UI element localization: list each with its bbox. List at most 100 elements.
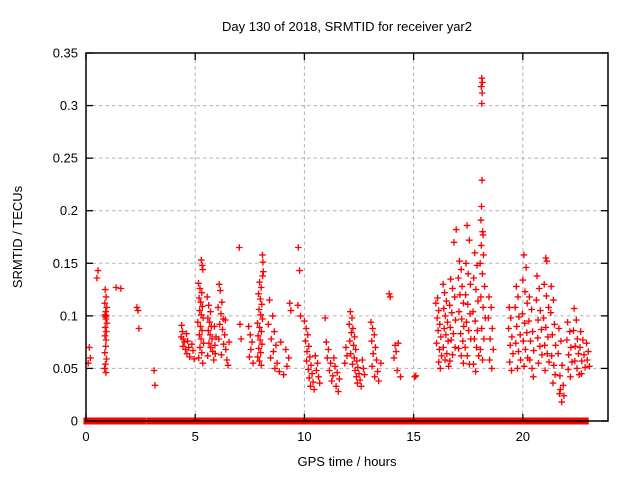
data-point (433, 314, 441, 322)
data-point (178, 322, 185, 329)
data-point (452, 226, 460, 233)
data-point (514, 293, 522, 301)
data-point (257, 284, 265, 291)
data-point (328, 377, 335, 385)
y-tick-label: 0.3 (60, 98, 78, 113)
data-point (184, 337, 191, 345)
data-point (521, 288, 529, 295)
data-point (212, 350, 219, 357)
data-point (542, 324, 550, 331)
data-point (538, 351, 546, 359)
data-point (567, 373, 574, 381)
data-point (533, 296, 540, 304)
data-point (324, 354, 331, 362)
data-point (199, 303, 206, 310)
data-point (277, 338, 285, 346)
data-point (455, 345, 462, 352)
data-point (509, 350, 517, 357)
data-point (185, 344, 192, 351)
data-point (377, 359, 385, 367)
data-point (578, 357, 586, 365)
data-point (265, 321, 272, 328)
data-point (520, 337, 527, 345)
data-point (321, 314, 329, 322)
data-point (283, 363, 291, 370)
data-point (287, 307, 295, 314)
data-point (476, 260, 484, 267)
data-point (433, 339, 440, 347)
data-point (181, 338, 188, 346)
data-point (464, 352, 471, 360)
plot-border (85, 52, 609, 422)
data-point (471, 335, 478, 343)
data-point (411, 373, 418, 381)
data-point (558, 398, 565, 406)
data-point (564, 366, 572, 373)
data-point (211, 323, 218, 330)
data-point (545, 358, 553, 366)
data-point (198, 256, 205, 264)
data-point (196, 307, 203, 314)
data-point (259, 315, 266, 323)
data-point (463, 318, 470, 326)
data-point (434, 327, 442, 334)
data-point (189, 347, 197, 354)
data-point (451, 344, 459, 351)
data-point (102, 293, 110, 301)
x-tick-label: 0 (82, 429, 89, 444)
data-point (306, 353, 314, 361)
data-point (101, 324, 109, 331)
data-point (472, 368, 479, 375)
data-point (565, 351, 572, 359)
data-point (199, 359, 207, 367)
data-point (449, 285, 456, 292)
data-point (549, 331, 556, 339)
data-point (474, 297, 482, 305)
data-point (102, 369, 110, 376)
data-point (435, 307, 442, 314)
data-point (520, 363, 528, 370)
data-point (206, 318, 213, 326)
data-point (218, 298, 226, 306)
data-point (326, 367, 333, 374)
data-point (543, 257, 551, 265)
data-point (87, 354, 94, 362)
data-point (371, 373, 378, 381)
data-point (204, 352, 211, 360)
tick-labels: 0 5 10 15 20 0 0.05 0.1 0.15 0.2 0.25 0.3 0.35 (53, 46, 530, 445)
data-point (254, 332, 262, 340)
data-point (210, 356, 218, 364)
data-point (102, 360, 109, 368)
data-point (245, 323, 252, 330)
data-point (574, 335, 581, 343)
data-point (302, 337, 309, 345)
data-point (540, 314, 547, 322)
data-point (541, 367, 549, 374)
data-point (551, 321, 558, 328)
data-point (460, 299, 467, 307)
data-point (286, 299, 294, 307)
data-point (583, 339, 590, 347)
data-point (285, 354, 292, 362)
data-point (479, 270, 486, 278)
data-point (519, 276, 527, 284)
data-point (361, 371, 368, 378)
data-point (390, 354, 398, 362)
data-point (258, 301, 266, 308)
data-point (103, 328, 110, 335)
data-point (342, 344, 350, 351)
data-point (538, 326, 545, 333)
data-point (550, 362, 558, 369)
data-point (374, 368, 381, 375)
data-point (579, 336, 587, 344)
data-point (375, 377, 382, 385)
data-point (350, 342, 357, 349)
data-point (217, 310, 225, 318)
y-tick-label: 0.05 (53, 361, 78, 376)
data-point (512, 339, 520, 347)
data-point (247, 346, 255, 353)
data-point (467, 281, 474, 288)
data-point (528, 306, 535, 313)
data-point (558, 362, 566, 369)
